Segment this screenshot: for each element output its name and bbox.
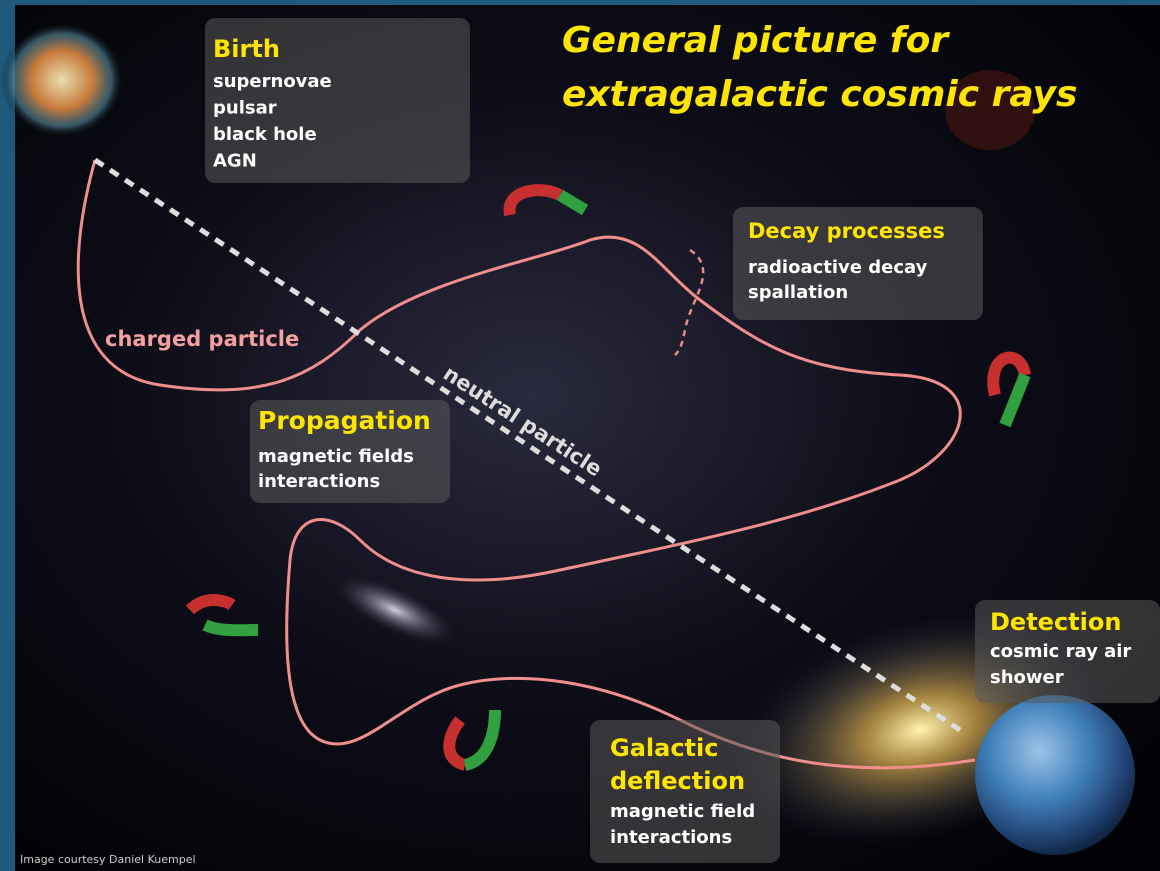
box-item: supernovae (213, 71, 332, 92)
title-line: extragalactic cosmic rays (562, 74, 1077, 115)
charged-label: charged particle (105, 327, 299, 351)
page: General picture for extragalactic cosmic… (0, 0, 1160, 871)
crab-nebula (0, 22, 124, 138)
box-item: spallation (748, 282, 848, 303)
box-title: Detection (990, 608, 1121, 636)
box-item: magnetic field (610, 801, 755, 822)
box-item: pulsar (213, 98, 277, 119)
box-item: interactions (610, 827, 732, 848)
credit: Image courtesy Daniel Kuempel (20, 853, 196, 866)
earth (975, 695, 1135, 855)
box-item: interactions (258, 471, 380, 492)
box-item: AGN (213, 151, 257, 172)
box-title: Decay processes (748, 219, 945, 243)
box-title: Galactic (610, 734, 718, 762)
box-item: radioactive decay (748, 257, 928, 278)
magnet (205, 625, 258, 630)
title-line: General picture for (562, 20, 950, 61)
box-item: shower (990, 667, 1064, 688)
diagram: General picture for extragalactic cosmic… (0, 0, 1160, 871)
box-title: Birth (213, 35, 280, 63)
box-title: Propagation (258, 406, 431, 435)
box-item: black hole (213, 124, 317, 145)
box-item: magnetic fields (258, 446, 414, 467)
box-title: deflection (610, 767, 745, 795)
box-item: cosmic ray air (990, 641, 1131, 662)
